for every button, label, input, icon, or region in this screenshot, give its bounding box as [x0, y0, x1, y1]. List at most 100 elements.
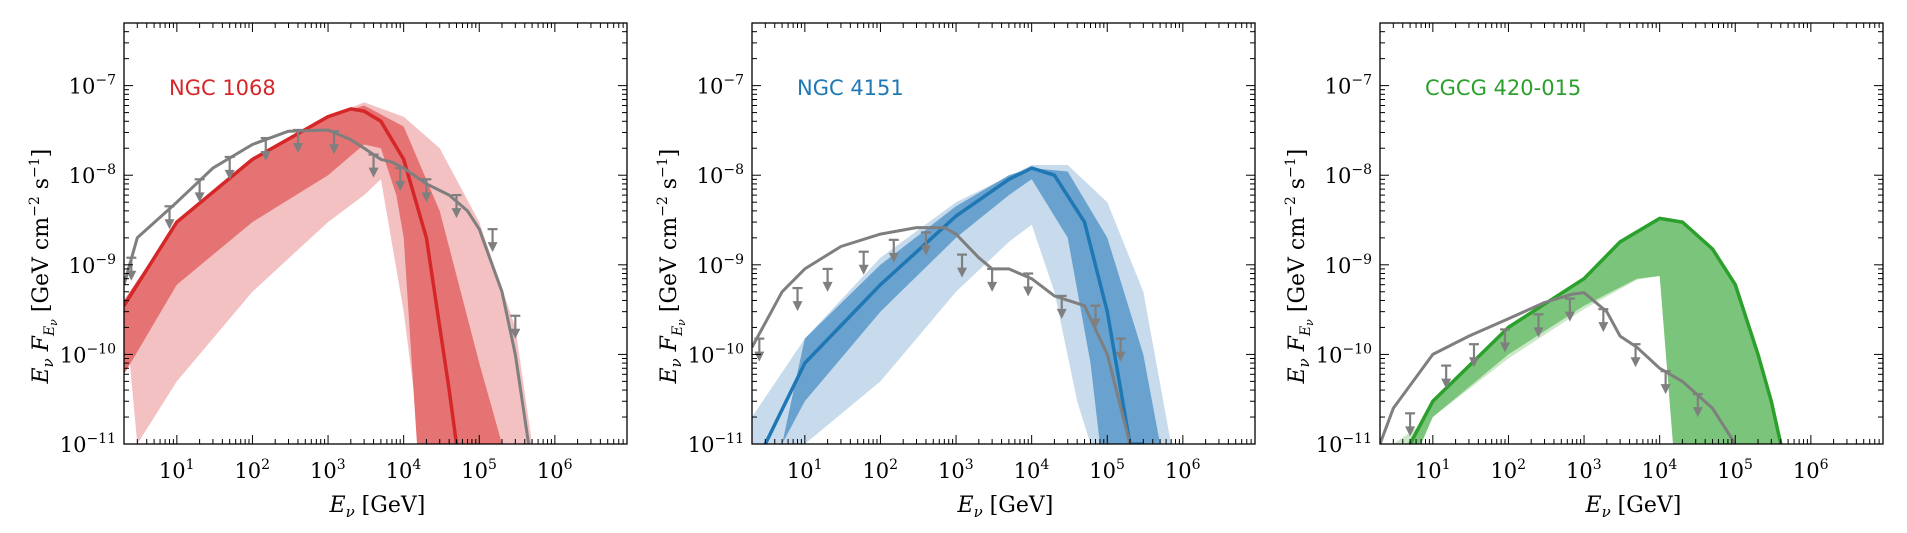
upper-limit-head: [194, 192, 205, 203]
sensitivity-curve-cgcg-420-015: [1380, 291, 1737, 444]
upper-limit-arrow: [1115, 337, 1126, 362]
best-fit-line-cgcg-420-015: [1408, 216, 1783, 444]
x-tick-label: 103: [938, 457, 974, 483]
y-tick-label: 10−7: [69, 73, 116, 99]
source-label-ngc-1068: NGC 1068: [169, 76, 276, 100]
x-tick-label: 104: [1642, 457, 1678, 483]
upper-limit-arrow: [987, 267, 998, 292]
upper-limit-head: [224, 169, 235, 180]
upper-limit-arrow: [1630, 343, 1641, 368]
upper-limit-head: [1630, 357, 1641, 368]
upper-limit-arrow: [1023, 272, 1034, 297]
x-tick-label: 104: [386, 457, 422, 483]
x-axis-label: Eν [GeV]: [1585, 493, 1682, 521]
upper-limit-arrow: [1499, 328, 1510, 353]
upper-limit-head: [957, 267, 968, 278]
upper-limit-head: [1405, 426, 1416, 437]
x-tick-label: 106: [1165, 457, 1201, 483]
upper-limit-head: [1090, 318, 1101, 329]
y-axis-label-group: Eν FEν [GeV cm−2 s−1]: [27, 149, 60, 385]
upper-limit-head: [1468, 357, 1479, 368]
upper-limit-arrow: [1468, 343, 1479, 368]
upper-limit-head: [822, 281, 833, 292]
y-axis-label: Eν FEν [GeV cm−2 s−1]: [1283, 149, 1316, 385]
y-axis-label: Eν FEν [GeV cm−2 s−1]: [27, 149, 60, 385]
y-tick-label: 10−11: [1316, 431, 1372, 457]
x-tick-label: 103: [310, 457, 346, 483]
upper-limit-head: [421, 192, 432, 203]
upper-limit-arrow: [858, 250, 869, 275]
upper-limit-head: [1564, 311, 1575, 322]
upper-limit-arrow: [792, 286, 803, 312]
upper-limit-arrow: [487, 228, 498, 253]
y-tick-label: 10−8: [697, 162, 744, 188]
source-label-cgcg-420-015: CGCG 420-015: [1425, 76, 1581, 100]
y-tick-label: 10−7: [697, 73, 744, 99]
y-tick-label: 10−7: [1325, 73, 1372, 99]
plot-area: [124, 102, 533, 444]
x-tick-label: 101: [159, 457, 195, 483]
upper-limit-arrow: [1056, 294, 1067, 319]
x-tick-label: 105: [1089, 457, 1125, 483]
x-tick-label: 105: [461, 457, 497, 483]
y-tick-label: 10−10: [60, 341, 116, 367]
plot-frame: [123, 22, 628, 445]
upper-limit-arrow: [1660, 370, 1671, 395]
x-tick-label: 101: [1415, 457, 1451, 483]
upper-limit-arrow: [164, 205, 175, 230]
band-68-cgcg-420-015: [1410, 218, 1781, 444]
panel-ngc-1068: 101 102 103 104 105 106 10−11 10−10 10−9 10−8 10−7…: [27, 22, 628, 521]
upper-limit-head: [1115, 351, 1126, 362]
y-tick-label: 10−11: [60, 431, 116, 457]
upper-limit-head: [1441, 378, 1452, 389]
y-tick-label: 10−9: [69, 252, 116, 278]
x-tick-label: 106: [1793, 457, 1829, 483]
upper-limit-arrow: [1090, 304, 1101, 329]
y-tick-label: 10−8: [1325, 162, 1372, 188]
x-axis-label: Eν [GeV]: [957, 493, 1054, 521]
upper-limit-arrow: [292, 128, 303, 153]
upper-limit-head: [164, 219, 175, 230]
upper-limit-head: [1499, 342, 1510, 353]
y-tick-label: 10−8: [69, 162, 116, 188]
upper-limit-arrow: [395, 167, 406, 192]
upper-limit-head: [1598, 322, 1609, 333]
upper-limit-head: [451, 208, 462, 219]
upper-limit-arrow: [260, 136, 271, 162]
upper-limit-arrow: [1441, 364, 1452, 389]
upper-limit-arrow: [1533, 313, 1544, 338]
y-tick-label: 10−10: [1316, 341, 1372, 367]
upper-limit-arrow: [510, 314, 521, 339]
upper-limit-head: [1533, 327, 1544, 338]
upper-limit-arrow: [451, 193, 462, 219]
x-tick-label: 102: [234, 457, 270, 483]
upper-limit-head: [368, 167, 379, 178]
upper-limit-head: [792, 301, 803, 312]
upper-limit-arrow: [888, 238, 899, 263]
x-tick-label: 106: [537, 457, 573, 483]
y-tick-label: 10−9: [1325, 252, 1372, 278]
upper-limit-arrow: [368, 153, 379, 178]
y-tick-label: 10−10: [688, 341, 744, 367]
plot-area: [752, 165, 1172, 444]
y-tick-label: 10−9: [697, 252, 744, 278]
panel-ngc-4151: 101 102 103 104 105 106 10−11 10−10 10−9 10−8 10−7…: [655, 22, 1256, 521]
upper-limit-head: [260, 151, 271, 162]
upper-limit-arrow: [1692, 393, 1703, 418]
upper-limit-head: [1056, 308, 1067, 319]
x-tick-label: 101: [787, 457, 823, 483]
sensitivity-curve-ngc-1068: [124, 128, 531, 444]
plot-frame: [751, 22, 1256, 445]
upper-limit-arrow: [1598, 308, 1609, 333]
upper-limit-arrow: [194, 178, 205, 203]
best-fit-line-ngc-4151: [763, 166, 1144, 444]
upper-limit-head: [395, 181, 406, 192]
upper-limit-arrow: [329, 130, 340, 155]
plot-area: [1380, 216, 1783, 444]
upper-limit-head: [1023, 286, 1034, 297]
y-axis-label: Eν FEν [GeV cm−2 s−1]: [655, 149, 688, 385]
best-fit-line-ngc-1068: [124, 107, 459, 444]
y-axis-label-group: Eν FEν [GeV cm−2 s−1]: [655, 149, 688, 385]
